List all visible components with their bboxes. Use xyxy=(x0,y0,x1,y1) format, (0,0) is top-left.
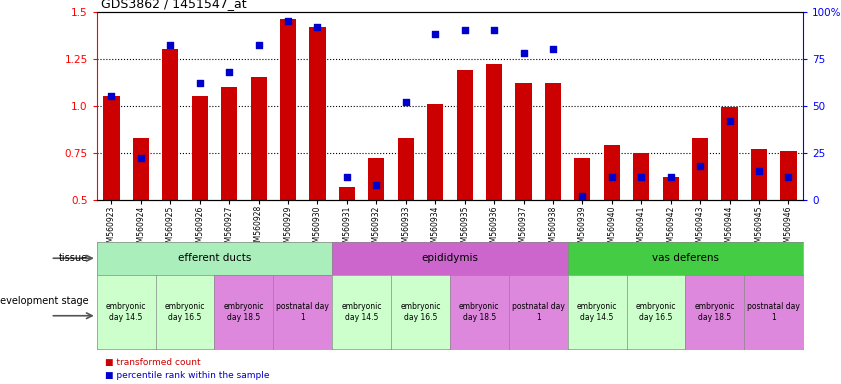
Bar xyxy=(457,70,473,200)
Point xyxy=(575,193,589,199)
Point xyxy=(546,46,559,52)
Point xyxy=(340,174,353,180)
Bar xyxy=(516,83,532,200)
Text: postnatal day
1: postnatal day 1 xyxy=(512,302,564,322)
Point xyxy=(487,27,500,33)
Point xyxy=(251,42,265,48)
Point xyxy=(104,93,118,99)
Text: embryonic
day 16.5: embryonic day 16.5 xyxy=(165,302,205,322)
Bar xyxy=(663,177,679,200)
Bar xyxy=(722,108,738,200)
Point xyxy=(134,155,147,161)
Text: embryonic
day 18.5: embryonic day 18.5 xyxy=(224,302,264,322)
Point xyxy=(222,69,235,75)
Bar xyxy=(368,158,384,200)
Text: embryonic
day 16.5: embryonic day 16.5 xyxy=(400,302,441,322)
Bar xyxy=(751,149,767,200)
Point xyxy=(634,174,648,180)
Point xyxy=(516,50,530,56)
Point xyxy=(605,174,618,180)
Text: embryonic
day 14.5: embryonic day 14.5 xyxy=(577,302,617,322)
Point xyxy=(281,18,294,24)
Point xyxy=(752,168,765,174)
Point xyxy=(399,99,412,105)
Bar xyxy=(251,78,267,200)
Point xyxy=(458,27,471,33)
Bar xyxy=(604,145,620,200)
Bar xyxy=(221,87,237,200)
Point xyxy=(193,80,206,86)
Bar xyxy=(545,83,561,200)
Bar xyxy=(280,19,296,200)
Text: development stage: development stage xyxy=(0,296,88,306)
Bar xyxy=(486,64,502,200)
Point xyxy=(369,182,383,188)
Bar xyxy=(339,187,355,200)
Point xyxy=(781,174,795,180)
Text: embryonic
day 14.5: embryonic day 14.5 xyxy=(106,302,146,322)
Bar xyxy=(398,137,414,200)
Bar xyxy=(192,96,208,200)
Bar xyxy=(427,104,443,200)
Text: postnatal day
1: postnatal day 1 xyxy=(277,302,329,322)
Text: vas deferens: vas deferens xyxy=(652,253,719,263)
Bar xyxy=(692,137,708,200)
Text: embryonic
day 14.5: embryonic day 14.5 xyxy=(341,302,382,322)
Text: ■ percentile rank within the sample: ■ percentile rank within the sample xyxy=(105,371,270,380)
Bar xyxy=(133,137,149,200)
Bar xyxy=(780,151,796,200)
Text: GDS3862 / 1451547_at: GDS3862 / 1451547_at xyxy=(101,0,246,10)
Text: embryonic
day 16.5: embryonic day 16.5 xyxy=(636,302,676,322)
Bar xyxy=(162,49,178,200)
Text: postnatal day
1: postnatal day 1 xyxy=(748,302,800,322)
Text: tissue: tissue xyxy=(59,253,88,263)
Bar xyxy=(633,152,649,200)
Text: embryonic
day 18.5: embryonic day 18.5 xyxy=(459,302,500,322)
Text: efferent ducts: efferent ducts xyxy=(177,253,251,263)
Text: embryonic
day 18.5: embryonic day 18.5 xyxy=(695,302,735,322)
Point xyxy=(163,42,177,48)
Point xyxy=(693,163,706,169)
Bar xyxy=(309,26,325,200)
Bar xyxy=(574,158,590,200)
Point xyxy=(310,23,324,30)
Text: ■ transformed count: ■ transformed count xyxy=(105,358,201,367)
Point xyxy=(428,31,442,37)
Point xyxy=(722,118,736,124)
Bar xyxy=(103,96,119,200)
Text: epididymis: epididymis xyxy=(421,253,479,263)
Point xyxy=(664,174,677,180)
